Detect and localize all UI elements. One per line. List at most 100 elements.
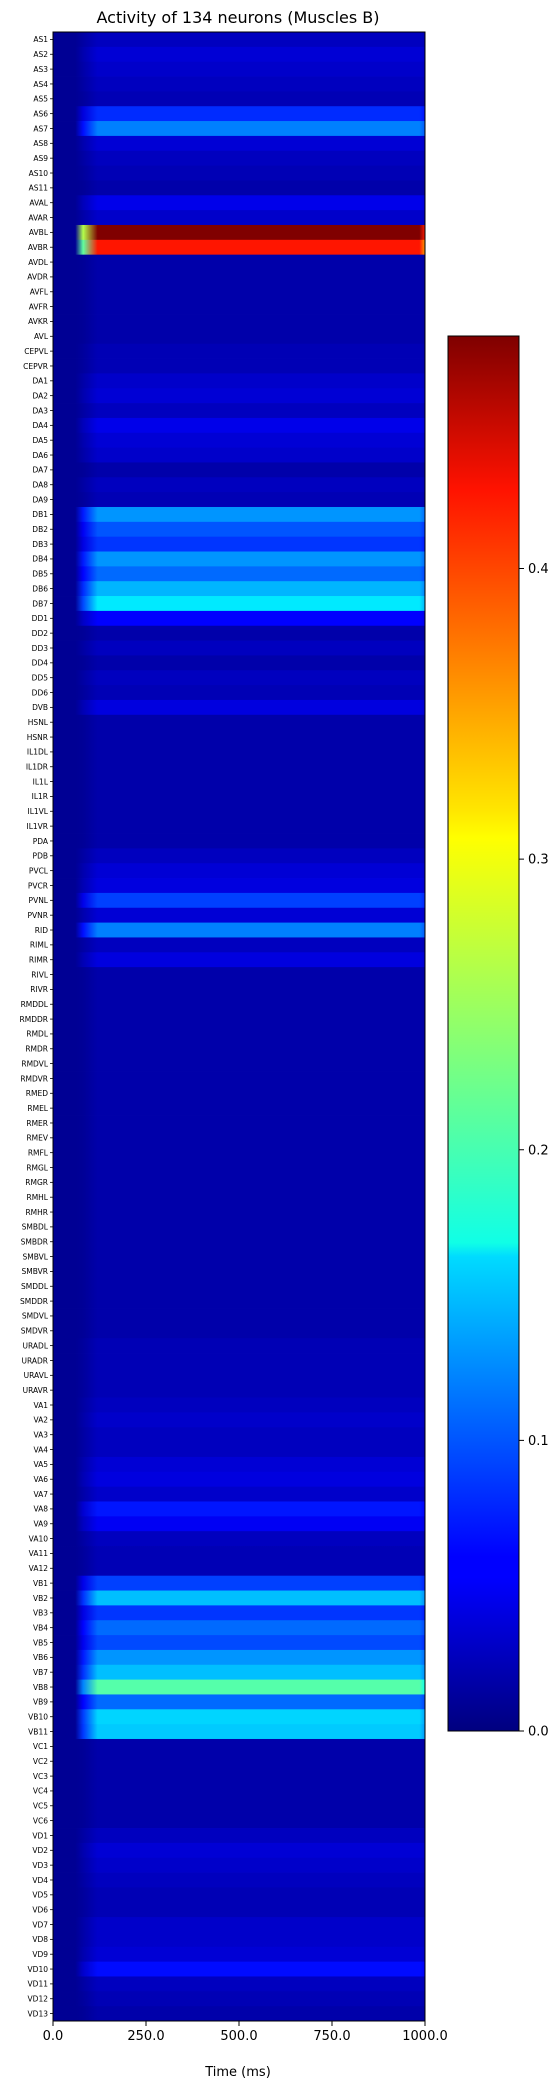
heatmap-row-va5 xyxy=(53,1456,425,1473)
y-tick-label-riml: RIML xyxy=(30,941,49,950)
y-tick-label-vc3: VC3 xyxy=(33,1772,48,1781)
heatmap-row-dd2 xyxy=(53,625,425,641)
y-tick-label-db6: DB6 xyxy=(32,584,48,593)
colorbar-tick-label: 0.1 xyxy=(528,1434,549,1449)
heatmap-row-as5 xyxy=(53,91,425,107)
heatmap-row-vb11 xyxy=(53,1724,425,1740)
y-tick-label-as4: AS4 xyxy=(33,80,48,89)
x-axis-label: Time (ms) xyxy=(204,2065,271,2080)
y-tick-label-avfr: AVFR xyxy=(29,302,48,311)
y-tick-label-va4: VA4 xyxy=(33,1445,48,1454)
y-tick-label-pvcr: PVCR xyxy=(28,881,48,890)
y-tick-label-avkr: AVKR xyxy=(28,317,48,326)
x-tick-label: 0.0 xyxy=(43,2029,64,2044)
y-tick-label-rmer: RMER xyxy=(26,1119,48,1128)
heatmap-row-avbr xyxy=(53,239,425,256)
y-tick-label-vd7: VD7 xyxy=(32,1920,48,1929)
colorbar-tick-label: 0.0 xyxy=(528,1725,549,1740)
colorbar-ticks: 0.0 0.1 0.2 0.3 0.4 xyxy=(519,562,549,1740)
y-tick-label-da5: DA5 xyxy=(32,436,48,445)
y-tick-label-il1vr: IL1VR xyxy=(26,822,48,831)
heatmap-row-dd5 xyxy=(53,670,425,686)
y-tick-label-vb5: VB5 xyxy=(33,1638,48,1647)
y-tick-label-da8: DA8 xyxy=(32,481,48,490)
y-tick-label-as2: AS2 xyxy=(33,50,48,59)
heatmap-row-il1dr xyxy=(53,759,425,775)
y-tick-label-da7: DA7 xyxy=(32,466,48,475)
y-tick-label-da3: DA3 xyxy=(32,406,48,415)
y-tick-label-dd4: DD4 xyxy=(32,659,49,668)
y-tick-label-va2: VA2 xyxy=(33,1416,48,1425)
y-tick-label-dd2: DD2 xyxy=(32,629,49,638)
heatmap-row-uradl xyxy=(53,1338,425,1354)
heatmap-row-avdr xyxy=(53,269,425,285)
heatmap-row-va12 xyxy=(53,1560,425,1577)
y-tick-label-aval: AVAL xyxy=(29,199,48,208)
heatmap-row-rmddr xyxy=(53,1011,425,1027)
heatmap-row-va8 xyxy=(53,1501,425,1517)
heatmap-row-smbvr xyxy=(53,1263,425,1280)
y-tick-label-as6: AS6 xyxy=(33,109,48,118)
heatmap-row-da6 xyxy=(53,447,425,463)
y-tick-label-va5: VA5 xyxy=(33,1460,48,1469)
y-tick-label-vb1: VB1 xyxy=(33,1579,48,1588)
y-tick-label-vb11: VB11 xyxy=(28,1727,48,1736)
heatmap-row-vb7 xyxy=(53,1664,425,1681)
heatmap-row-vb1 xyxy=(53,1575,425,1591)
heatmap-row-uravl xyxy=(53,1367,425,1384)
heatmap-row-db4 xyxy=(53,551,425,567)
heatmap-row-cepvr xyxy=(53,358,425,374)
heatmap-row-avfr xyxy=(53,299,425,315)
y-tick-label-vb7: VB7 xyxy=(33,1668,48,1677)
heatmap-row-rmdr xyxy=(53,1041,425,1057)
heatmap-row-rmer xyxy=(53,1115,425,1131)
y-tick-label-smbdl: SMBDL xyxy=(22,1223,49,1232)
y-tick-label-smddr: SMDDR xyxy=(20,1297,48,1306)
y-tick-label-va12: VA12 xyxy=(29,1564,49,1573)
heatmap-row-il1l xyxy=(53,774,425,790)
y-tick-label-as10: AS10 xyxy=(29,169,49,178)
heatmap-row-pdb xyxy=(53,848,425,864)
y-tick-label-vb3: VB3 xyxy=(33,1609,48,1618)
heatmap-row-da7 xyxy=(53,462,425,478)
y-tick-label-il1l: IL1L xyxy=(33,777,49,786)
y-tick-label-rmel: RMEL xyxy=(27,1104,48,1113)
x-tick-label: 250.0 xyxy=(127,2029,164,2044)
heatmap-row-dd4 xyxy=(53,655,425,671)
y-tick-label-il1dl: IL1DL xyxy=(27,748,49,757)
heatmap-row-vd8 xyxy=(53,1931,425,1948)
y-tick-label-vd3: VD3 xyxy=(32,1861,48,1870)
y-tick-label-rmfl: RMFL xyxy=(28,1148,49,1157)
y-tick-label-da6: DA6 xyxy=(32,451,48,460)
y-tick-label-rmdvl: RMDVL xyxy=(21,1059,48,1068)
heatmap-row-smddl xyxy=(53,1278,425,1295)
colorbar-tick-label: 0.4 xyxy=(528,562,549,577)
heatmap-row-dd1 xyxy=(53,610,425,627)
y-tick-label-dd5: DD5 xyxy=(32,673,49,682)
heatmap-row-dd3 xyxy=(53,640,425,656)
y-tick-label-as11: AS11 xyxy=(29,184,49,193)
y-tick-label-dvb: DVB xyxy=(32,703,48,712)
heatmap-row-as1 xyxy=(53,32,425,48)
y-tick-label-vc1: VC1 xyxy=(33,1742,48,1751)
heatmap-row-db6 xyxy=(53,581,425,597)
y-tick-label-vd13: VD13 xyxy=(28,2009,49,2018)
colorbar-tick-label: 0.2 xyxy=(528,1143,549,1158)
heatmap-row-hsnl xyxy=(53,714,425,731)
heatmap-row-as8 xyxy=(53,135,425,152)
heatmap-row-va6 xyxy=(53,1471,425,1488)
y-tick-label-dd3: DD3 xyxy=(32,644,49,653)
y-tick-label-db2: DB2 xyxy=(32,525,48,534)
y-axis: AS1 AS2 AS3 AS4 AS5 AS6 AS7 AS8 AS9 AS10 AS11 AVAL A… xyxy=(20,35,53,2018)
y-tick-label-avdr: AVDR xyxy=(27,273,48,282)
heatmap-row-dvb xyxy=(53,699,425,716)
heatmap-row-uradr xyxy=(53,1353,425,1369)
y-tick-label-avbl: AVBL xyxy=(29,228,49,237)
heatmap-row-smbvl xyxy=(53,1249,425,1265)
y-tick-label-da4: DA4 xyxy=(32,421,48,430)
heatmap-row-da1 xyxy=(53,373,425,389)
y-tick-label-rmev: RMEV xyxy=(26,1134,48,1143)
y-tick-label-vd2: VD2 xyxy=(32,1846,48,1855)
heatmap-row-va11 xyxy=(53,1546,425,1562)
